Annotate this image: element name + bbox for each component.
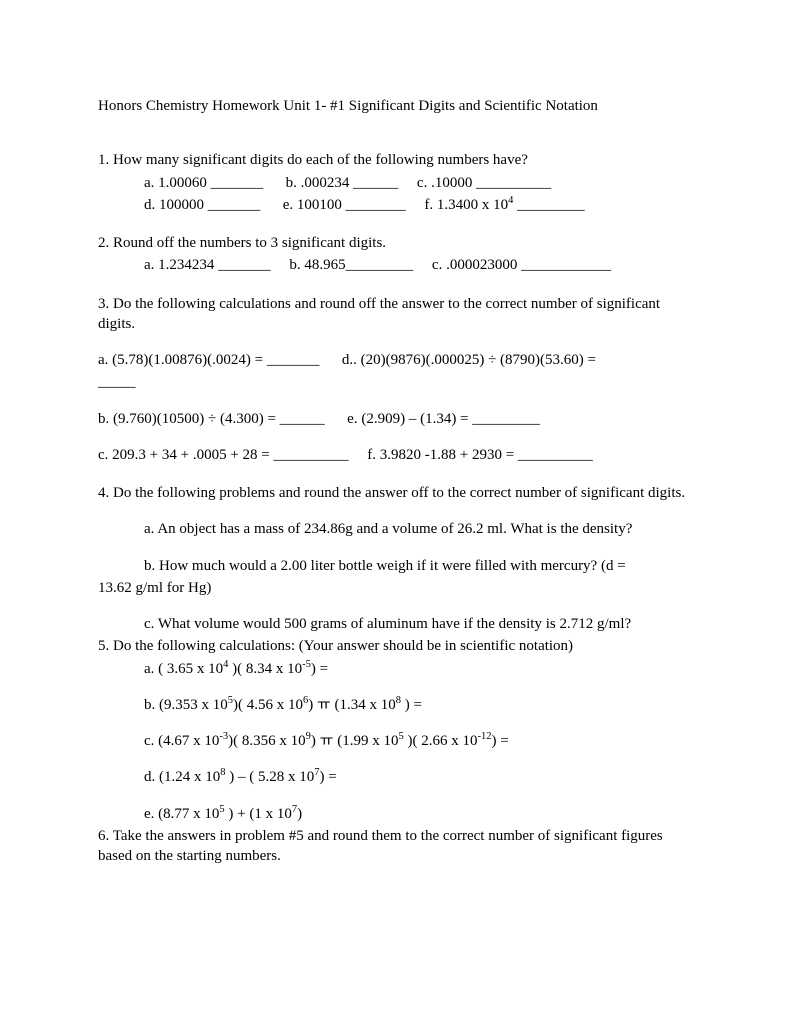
q3-a: a. (5.78)(1.00876)(.0024) = _______ [98, 352, 319, 368]
q3-d: d.. (20)(9876)(.000025) ÷ (8790)(53.60) … [342, 352, 596, 368]
q5-e: e. (8.77 x 105 ) + (1 x 107) [98, 804, 693, 824]
question-1: 1. How many significant digits do each o… [98, 150, 693, 215]
q3-a-tail: _____ [98, 372, 693, 392]
q2-prompt: 2. Round off the numbers to 3 significan… [98, 233, 693, 253]
q4-b: b. How much would a 2.00 liter bottle we… [98, 556, 693, 576]
q3-row-be: b. (9.760)(10500) ÷ (4.300) = ______ e. … [98, 409, 693, 429]
q1-d: d. 100000 _______ [144, 197, 260, 213]
q1-b: b. .000234 ______ [286, 175, 399, 191]
question-2: 2. Round off the numbers to 3 significan… [98, 233, 693, 276]
q1-row1: a. 1.00060 _______ b. .000234 ______ c. … [98, 173, 693, 193]
q3-f: f. 3.9820 -1.88 + 2930 = __________ [367, 447, 593, 463]
q2-a: a. 1.234234 _______ [144, 257, 271, 273]
q5-b: b. (9.353 x 105)( 4.56 x 106) ￗ (1.34 x … [98, 695, 693, 715]
q2-row: a. 1.234234 _______ b. 48.965_________ c… [98, 255, 693, 275]
question-6: 6. Take the answers in problem #5 and ro… [98, 826, 693, 867]
q4-a: a. An object has a mass of 234.86g and a… [98, 519, 693, 539]
q4-c: c. What volume would 500 grams of alumin… [98, 614, 693, 634]
q3-prompt: 3. Do the following calculations and rou… [98, 294, 693, 335]
q2-c: c. .000023000 ____________ [432, 257, 611, 273]
q4-prompt: 4. Do the following problems and round t… [98, 483, 693, 503]
q1-e: e. 100100 ________ [283, 197, 406, 213]
q1-c: c. .10000 __________ [417, 175, 551, 191]
q5-prompt: 5. Do the following calculations: (Your … [98, 636, 693, 656]
q5-a: a. ( 3.65 x 104 )( 8.34 x 10-5) = [98, 659, 693, 679]
q3-c: c. 209.3 + 34 + .0005 + 28 = __________ [98, 447, 349, 463]
q5-c: c. (4.67 x 10-3)( 8.356 x 109) ￗ (1.99 x… [98, 731, 693, 751]
question-3: 3. Do the following calculations and rou… [98, 294, 693, 466]
q3-row-ad: a. (5.78)(1.00876)(.0024) = _______ d.. … [98, 350, 693, 370]
q3-row-cf: c. 209.3 + 34 + .0005 + 28 = __________ … [98, 445, 693, 465]
worksheet-page: Honors Chemistry Homework Unit 1- #1 Sig… [0, 0, 791, 928]
q5-d: d. (1.24 x 108 ) – ( 5.28 x 107) = [98, 767, 693, 787]
q1-prompt: 1. How many significant digits do each o… [98, 150, 693, 170]
question-5: 5. Do the following calculations: (Your … [98, 636, 693, 824]
q3-b: b. (9.760)(10500) ÷ (4.300) = ______ [98, 411, 325, 427]
q3-e: e. (2.909) – (1.34) = _________ [347, 411, 540, 427]
q4-b-cont: 13.62 g/ml for Hg) [98, 578, 693, 598]
q1-row2: d. 100000 _______ e. 100100 ________ f. … [98, 195, 693, 215]
page-title: Honors Chemistry Homework Unit 1- #1 Sig… [98, 96, 693, 116]
question-4: 4. Do the following problems and round t… [98, 483, 693, 634]
q1-f: f. 1.3400 x 104 _________ [424, 197, 584, 213]
q2-b: b. 48.965_________ [289, 257, 413, 273]
q1-a: a. 1.00060 _______ [144, 175, 263, 191]
